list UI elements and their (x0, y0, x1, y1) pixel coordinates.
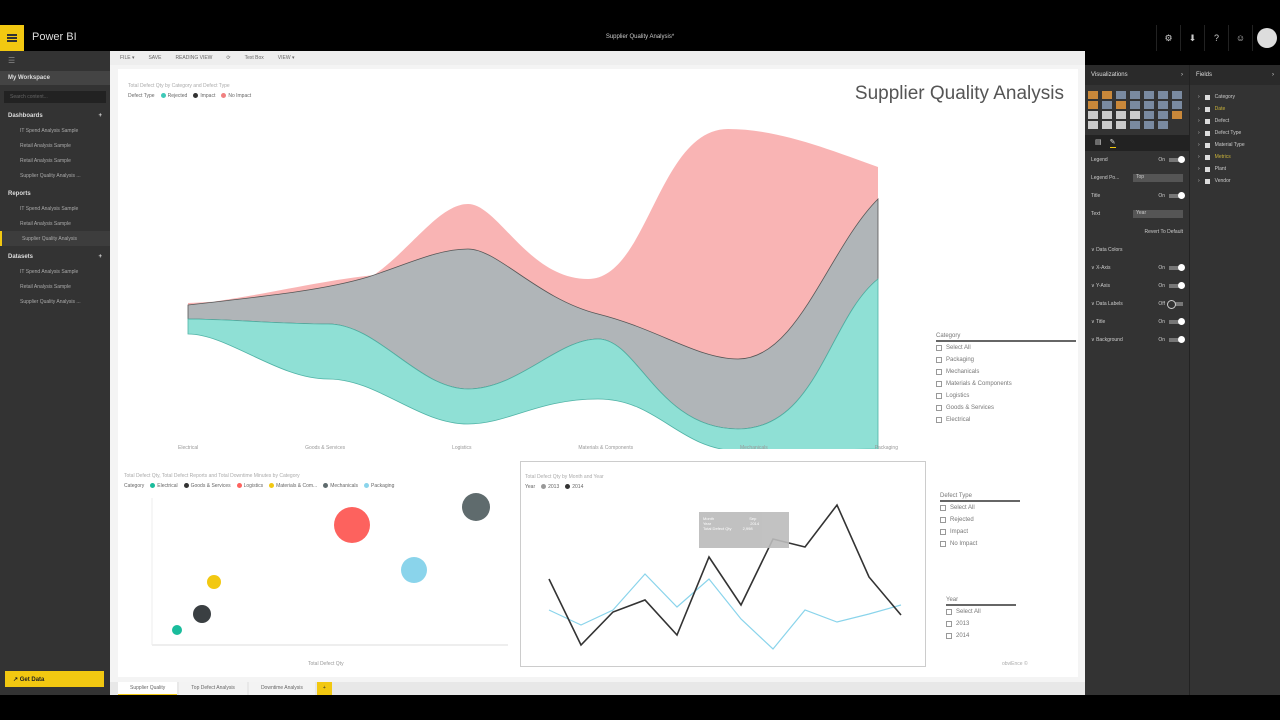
user-avatar[interactable] (1252, 25, 1280, 51)
add-page-button[interactable]: + (316, 682, 332, 695)
report-canvas: Supplier Quality Analysis Total Defect Q… (110, 65, 1085, 682)
line-chart[interactable] (521, 462, 927, 668)
top-bar: Power BI Supplier Quality Analysis* ⚙ ⬇ … (0, 25, 1280, 51)
reading-view-button[interactable]: READING VIEW (175, 55, 213, 61)
field-table[interactable]: › Defect (1198, 118, 1230, 124)
legend-item: Impact (193, 93, 215, 99)
slicer-option[interactable]: Goods & Services (936, 402, 1076, 414)
bubble-chart[interactable] (138, 493, 508, 663)
legend-item: No Impact (221, 93, 251, 99)
visualizations-pane: Visualizations › ▤ ✎ Legend On Legend Po...… (1085, 65, 1190, 695)
report-title: Supplier Quality Analysis (854, 83, 1064, 104)
collapse-nav-icon[interactable]: ☰ (8, 56, 16, 65)
footer-note: obviEnce © (1002, 661, 1028, 667)
nav-item[interactable]: IT Spend Analysis Sample (20, 269, 79, 275)
stream-x-axis: Electrical Goods & Services Logistics Ma… (178, 445, 898, 451)
nav-item[interactable]: Retail Analysis Sample (20, 143, 71, 149)
section-datasets[interactable]: Datasets + (8, 254, 102, 260)
slicer-option[interactable]: Electrical (936, 414, 1076, 426)
defect-type-slicer: Defect Type Select All Rejected Impact N… (940, 493, 1020, 550)
brand-label: Power BI (32, 31, 77, 43)
refresh-icon[interactable]: ⟳ (226, 55, 231, 61)
fields-title: Fields (1196, 72, 1213, 78)
tab-supplier-quality[interactable]: Supplier Quality (118, 682, 178, 695)
visualizations-title: Visualizations (1091, 72, 1128, 78)
nav-item-active[interactable]: Supplier Quality Analysis (0, 231, 110, 246)
legend-item: Rejected (160, 93, 187, 99)
slicer-option[interactable]: 2013 (946, 618, 1016, 630)
slicer-option[interactable]: Select All (940, 502, 1020, 514)
hamburger-icon (7, 34, 17, 42)
download-icon[interactable]: ⬇ (1180, 25, 1204, 51)
stream-legend: Defect Type Rejected Impact No Impact (128, 93, 252, 99)
field-table[interactable]: › Plant (1198, 166, 1227, 172)
year-slicer: Year Select All 2013 2014 (946, 597, 1016, 642)
tab-downtime-analysis[interactable]: Downtime Analysis (248, 682, 315, 695)
slicer-option[interactable]: Select All (936, 342, 1076, 354)
nav-item[interactable]: IT Spend Analysis Sample (20, 128, 79, 134)
stream-chart[interactable] (178, 109, 898, 449)
nav-item[interactable]: IT Spend Analysis Sample (20, 206, 79, 212)
toggle-switch (1169, 156, 1185, 163)
field-table[interactable]: › Category (1198, 94, 1235, 100)
report-toolbar: FILE ▾ SAVE READING VIEW ⟳ Text Box VIEW… (110, 51, 1085, 65)
nav-item[interactable]: Retail Analysis Sample (20, 221, 71, 227)
help-icon[interactable]: ? (1204, 25, 1228, 51)
file-menu[interactable]: FILE ▾ (120, 55, 135, 61)
search-input[interactable]: Search content... (4, 91, 106, 103)
section-dashboards[interactable]: Dashboards + (8, 113, 102, 119)
stream-chart-title: Total Defect Qty by Category and Defect … (128, 83, 230, 89)
collapse-icon[interactable]: › (1272, 72, 1274, 78)
text-box-button[interactable]: Text Box (244, 55, 264, 61)
bubble-legend: Category Electrical Goods & Services Log… (124, 483, 395, 489)
slicer-option[interactable]: Impact (940, 526, 1020, 538)
document-title: Supplier Quality Analysis* (605, 34, 675, 40)
add-icon: + (98, 113, 102, 119)
field-table[interactable]: › Date (1198, 106, 1226, 112)
left-navigation: ☰ My Workspace Search content... Dashboa… (0, 51, 110, 695)
field-table[interactable]: › Metrics (1198, 154, 1231, 160)
slicer-option[interactable]: Materials & Components (936, 378, 1076, 390)
tooltip: Month Sep Year 2014 Total Defect Qty 2,9… (699, 512, 789, 548)
revert-to-default-link[interactable]: Revert To Default (1144, 229, 1183, 235)
format-tab-icon[interactable]: ✎ (1109, 139, 1116, 148)
save-button[interactable]: SAVE (148, 55, 162, 61)
nav-item[interactable]: Supplier Quality Analysis ... (20, 173, 81, 179)
field-table[interactable]: › Defect Type (1198, 130, 1242, 136)
nav-item[interactable]: Supplier Quality Analysis ... (20, 299, 81, 305)
line-legend: Year 2013 2014 (525, 484, 584, 490)
field-table[interactable]: › Material Type (1198, 142, 1245, 148)
slicer-option[interactable]: Logistics (936, 390, 1076, 402)
report-page: Supplier Quality Analysis Total Defect Q… (118, 69, 1078, 677)
fields-tab-icon[interactable]: ▤ (1095, 139, 1102, 146)
slicer-option[interactable]: Rejected (940, 514, 1020, 526)
nav-item[interactable]: Retail Analysis Sample (20, 284, 71, 290)
view-menu[interactable]: VIEW ▾ (277, 55, 295, 61)
slicer-option[interactable]: Packaging (936, 354, 1076, 366)
slicer-option[interactable]: No Impact (940, 538, 1020, 550)
app-menu-button[interactable] (0, 25, 24, 51)
bubble-x-label: Total Defect Qty (308, 661, 344, 667)
field-table[interactable]: › Vendor (1198, 178, 1231, 184)
workspace-selector[interactable]: My Workspace (0, 71, 110, 85)
page-tabs: Supplier Quality Top Defect Analysis Dow… (110, 682, 1085, 695)
settings-icon[interactable]: ⚙ (1156, 25, 1180, 51)
tab-top-defect-analysis[interactable]: Top Defect Analysis (179, 682, 247, 695)
feedback-icon[interactable]: ☺ (1228, 25, 1252, 51)
nav-item[interactable]: Retail Analysis Sample (20, 158, 71, 164)
slicer-option[interactable]: 2014 (946, 630, 1016, 642)
category-slicer: Category Select All Packaging Mechanical… (936, 333, 1076, 426)
legend-text-input: Year (1133, 210, 1183, 218)
slicer-option[interactable]: Select All (946, 606, 1016, 618)
line-chart-visual[interactable]: Total Defect Qty by Month and Year Year … (520, 461, 926, 667)
fields-pane: Fields › › Category › Date › Defect › Def… (1190, 65, 1280, 695)
slicer-option[interactable]: Mechanicals (936, 366, 1076, 378)
collapse-icon[interactable]: › (1181, 72, 1183, 78)
section-reports[interactable]: Reports (8, 191, 31, 197)
bubble-chart-title: Total Defect Qty, Total Defect Reports a… (124, 473, 300, 479)
add-icon: + (98, 254, 102, 260)
get-data-button[interactable]: ↗ Get Data (5, 671, 104, 687)
legend-position-select: Top (1133, 174, 1183, 182)
visual-type-gallery[interactable] (1085, 85, 1189, 135)
